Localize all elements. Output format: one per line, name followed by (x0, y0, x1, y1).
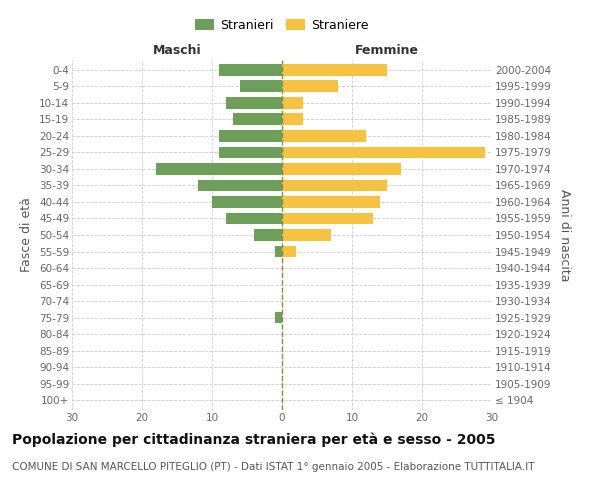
Bar (198, 180, 282, 192)
Bar (233, 114, 282, 126)
Bar (275, 312, 282, 324)
Bar (282, 229, 331, 241)
Bar (282, 146, 485, 158)
Bar (282, 80, 338, 92)
Bar (282, 212, 373, 224)
Bar (254, 229, 282, 241)
Bar (275, 246, 282, 258)
Bar (219, 130, 282, 142)
Bar (282, 196, 380, 208)
Text: Popolazione per cittadinanza straniera per età e sesso - 2005: Popolazione per cittadinanza straniera p… (12, 432, 496, 447)
Bar (282, 130, 366, 142)
Y-axis label: Anni di nascita: Anni di nascita (558, 188, 571, 281)
Bar (240, 80, 282, 92)
Y-axis label: Fasce di età: Fasce di età (20, 198, 34, 272)
Bar (282, 163, 401, 175)
Bar (212, 196, 282, 208)
Legend: Stranieri, Straniere: Stranieri, Straniere (190, 14, 374, 37)
Text: COMUNE DI SAN MARCELLO PITEGLIO (PT) - Dati ISTAT 1° gennaio 2005 - Elaborazione: COMUNE DI SAN MARCELLO PITEGLIO (PT) - D… (12, 462, 535, 472)
Bar (282, 114, 303, 126)
Bar (156, 163, 282, 175)
Bar (226, 97, 282, 109)
Bar (226, 212, 282, 224)
Bar (219, 64, 282, 76)
Bar (282, 64, 387, 76)
Bar (282, 246, 296, 258)
Bar (282, 180, 387, 192)
Text: Femmine: Femmine (355, 44, 419, 57)
Bar (219, 146, 282, 158)
Text: Maschi: Maschi (152, 44, 202, 57)
Bar (282, 97, 303, 109)
